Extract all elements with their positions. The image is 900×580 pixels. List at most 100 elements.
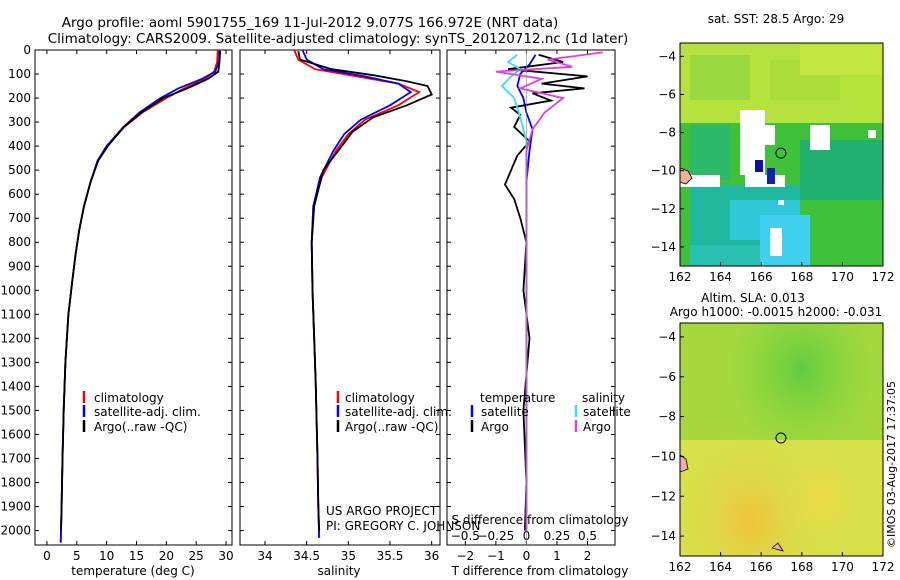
salinity-xtick-label: 34 [257, 549, 272, 563]
temperature-ytick-label: 100 [8, 67, 31, 81]
legend-label-climatology: climatology [345, 391, 415, 405]
project-annotation-line2: PI: GREGORY C. JOHNSON [326, 519, 480, 533]
temperature-ytick-label: 200 [8, 91, 31, 105]
legend-label-satellite: satellite-adj. clim. [345, 405, 452, 419]
salinity-axes-frame [239, 49, 441, 546]
temperature-xtick-label: 30 [218, 549, 233, 563]
difference-xtick-label: −2 [456, 549, 474, 563]
legend-label-argo: Argo(..raw -QC) [94, 420, 187, 434]
sla-map-title: Altim. SLA: 0.013 [701, 291, 805, 305]
sst_map-xtick-label: 166 [750, 270, 773, 284]
sst_map-ytick-label: −14 [651, 240, 676, 254]
sst-profile-marker [775, 147, 787, 159]
temperature-legend: climatology satellite-adj. clim. Argo(..… [82, 391, 201, 434]
sst_map-ytick-label: −4 [658, 49, 676, 63]
temperature-panel: 0 5 10 15 20 25 300100200300400500600700800900… [0, 43, 233, 578]
difference-s-xtick-label: −0.25 [477, 529, 514, 543]
temperature-ytick-label: 900 [8, 259, 31, 273]
legend-title-temperature: temperature [480, 391, 555, 405]
legend-label-climatology: climatology [94, 391, 164, 405]
watermark: ©IMOS 03-Aug-2017 17:37:05 [885, 381, 898, 548]
temperature-xtick-label: 5 [73, 549, 81, 563]
sla_map-xtick-label: 168 [790, 560, 813, 574]
difference-xtick-label: 2 [584, 549, 592, 563]
temperature-ytick-label: 600 [8, 187, 31, 201]
salinity-legend: climatology satellite-adj. clim. Argo(..… [336, 391, 452, 434]
temperature-ytick-label: 1700 [0, 451, 31, 465]
sst-map-panel: sat. SST: 28.5 Argo: 29 [651, 12, 895, 284]
sst-field [680, 43, 883, 266]
sla_map-xtick-label: 164 [709, 560, 732, 574]
salinity-xtick-label: 35.5 [377, 549, 404, 563]
sla_map-ytick-label: −14 [651, 529, 676, 543]
temperature-ytick-label: 2000 [0, 524, 31, 538]
temperature-ytick-label: 0 [23, 43, 31, 57]
sst_map-xtick-label: 162 [669, 270, 692, 284]
temperature-ytick-label: 1500 [0, 403, 31, 417]
sst_map-ytick-label: −6 [658, 87, 676, 101]
difference-series-temperature-argo [503, 53, 588, 531]
sla-map-subtitle: Argo h1000: -0.0015 h2000: -0.031 [670, 305, 883, 319]
legend-label-s-argo: Argo [583, 420, 611, 434]
sla_map-xtick-label: 170 [831, 560, 854, 574]
temperature-xtick-label: 25 [189, 549, 204, 563]
sla-field [680, 323, 883, 556]
sst_map-xtick-label: 168 [790, 270, 813, 284]
sla_map-ytick-label: −6 [658, 370, 676, 384]
temperature-ytick-label: 1600 [0, 427, 31, 441]
difference-s-xtick-label: 0.5 [578, 529, 597, 543]
difference-xtick-label: 1 [553, 549, 561, 563]
legend-label-argo: Argo(..raw -QC) [345, 420, 438, 434]
difference-xlabel-t: T difference from climatology [451, 564, 629, 578]
temperature-ytick-label: 500 [8, 163, 31, 177]
temperature-ytick-label: 1000 [0, 283, 31, 297]
temperature-series-satellite-adj-clim- [59, 50, 221, 543]
temperature-ytick-label: 1300 [0, 355, 31, 369]
difference-xlabel-s: S difference from climatology [452, 513, 629, 527]
temperature-ytick-label: 1100 [0, 307, 31, 321]
temperature-ytick-label: 800 [8, 235, 31, 249]
difference-panel: −2 −1 0 1 2−0.5−0.25 0 0.25 0.5 S difference fr… [446, 49, 631, 578]
temperature-ytick-label: 1400 [0, 379, 31, 393]
salinity-xtick-label: 36 [424, 549, 439, 563]
difference-series-salinity-argo [495, 51, 603, 531]
legend-label-s-satellite: satellite [583, 405, 631, 419]
temperature-ytick-label: 1900 [0, 500, 31, 514]
sla-profile-marker [775, 432, 787, 444]
sla_map-xtick-label: 166 [750, 560, 773, 574]
sla_map-ytick-label: −12 [651, 489, 676, 503]
sst_map-xtick-label: 172 [872, 270, 895, 284]
salinity-panel: 34 34.5 35 35.5 36 salinity climatology sate… [239, 49, 480, 578]
difference-s-xtick-label: −0.5 [451, 529, 480, 543]
sla_map-ytick-label: −4 [658, 330, 676, 344]
temperature-xtick-label: 10 [99, 549, 114, 563]
temperature-series-argo-raw-qc- [60, 51, 221, 531]
figure-title-line2: Climatology: CARS2009. Satellite-adjuste… [48, 31, 629, 47]
temperature-xtick-label: 0 [43, 549, 51, 563]
temperature-axes-frame [34, 49, 233, 546]
legend-label-t-satellite: satellite [481, 405, 529, 419]
temperature-ytick-label: 1200 [0, 331, 31, 345]
difference-axes-frame [446, 49, 616, 546]
sla_map-xtick-label: 162 [669, 560, 692, 574]
sst_map-xtick-label: 164 [709, 270, 732, 284]
salinity-xlabel: salinity [317, 564, 360, 578]
temperature-ytick-label: 300 [8, 115, 31, 129]
salinity-series-argo-raw-qc- [297, 51, 433, 531]
sst_map-ytick-label: −12 [651, 202, 676, 216]
legend-label-satellite: satellite-adj. clim. [94, 405, 201, 419]
sst_map-xtick-label: 170 [831, 270, 854, 284]
temperature-series-climatology [59, 50, 219, 543]
sla_map-xtick-label: 172 [872, 560, 895, 574]
temperature-ytick-label: 400 [8, 139, 31, 153]
difference-s-xtick-label: 0.25 [544, 529, 571, 543]
salinity-series-satellite-adj-clim- [301, 50, 413, 538]
sst-map-title: sat. SST: 28.5 Argo: 29 [708, 12, 845, 26]
sla_map-ytick-label: −10 [651, 449, 676, 463]
sla-map-frame [679, 322, 884, 557]
sst_map-ytick-label: −8 [658, 126, 676, 140]
difference-xtick-label: −1 [487, 549, 505, 563]
legend-label-t-argo: Argo [481, 420, 509, 434]
temperature-xlabel: temperature (deg C) [71, 564, 194, 578]
